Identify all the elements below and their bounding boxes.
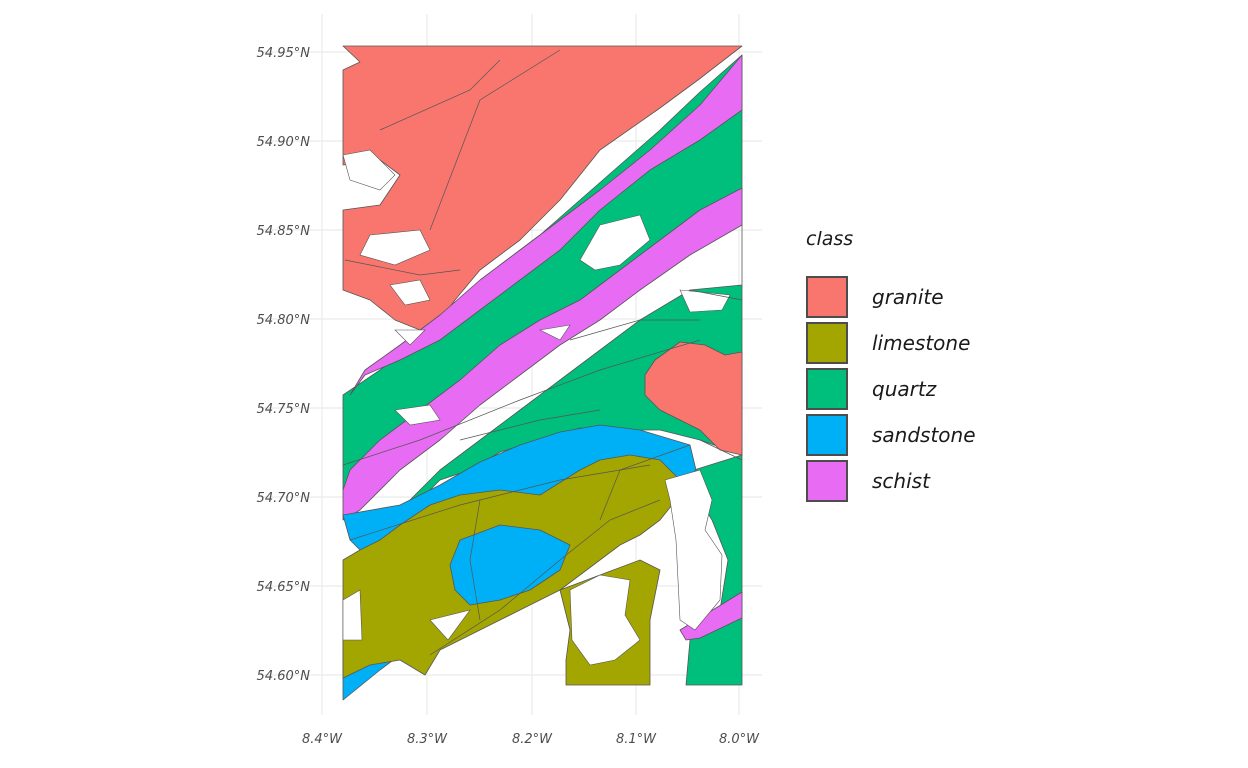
lat-tick: 54.95°N (257, 46, 311, 61)
legend-item-quartz: quartz (806, 366, 976, 412)
lat-tick: 54.80°N (257, 313, 311, 328)
legend-swatch (806, 276, 848, 318)
legend-swatch (806, 414, 848, 456)
legend-swatch (806, 368, 848, 410)
water-bodies (342, 149, 731, 666)
lat-tick: 54.85°N (257, 224, 311, 239)
legend-label: quartz (872, 377, 937, 401)
legend: class granite limestone quartz sandstone sch… (806, 226, 976, 504)
schist-region (342, 187, 743, 521)
schist-region (349, 54, 743, 396)
lat-axis: 54.95°N 54.90°N 54.85°N 54.80°N 54.75°N … (257, 46, 311, 684)
legend-label: sandstone (872, 423, 976, 447)
lat-tick: 54.90°N (257, 135, 311, 150)
lat-tick: 54.60°N (257, 669, 311, 684)
legend-label: schist (872, 469, 930, 493)
legend-item-limestone: limestone (806, 320, 976, 366)
legend-item-granite: granite (806, 274, 976, 320)
lat-tick: 54.75°N (257, 402, 311, 417)
sandstone-region (449, 524, 571, 606)
lat-tick: 54.65°N (257, 580, 311, 595)
lon-tick: 8.2°W (512, 732, 553, 747)
legend-title: class (806, 228, 854, 250)
legend-items: granite limestone quartz sandstone schist (806, 274, 976, 504)
fault-lines (342, 49, 743, 656)
legend-item-schist: schist (806, 458, 976, 504)
legend-label: limestone (872, 331, 971, 355)
legend-item-sandstone: sandstone (806, 412, 976, 458)
legend-swatch (806, 460, 848, 502)
lat-tick: 54.70°N (257, 491, 311, 506)
lon-axis: 8.4°W 8.3°W 8.2°W 8.1°W 8.0°W (302, 732, 760, 747)
granite-region (644, 341, 743, 456)
legend-label: granite (872, 285, 944, 309)
legend-swatch (806, 322, 848, 364)
lon-tick: 8.3°W (407, 732, 448, 747)
lon-tick: 8.1°W (616, 732, 657, 747)
lon-tick: 8.0°W (719, 732, 760, 747)
lon-tick: 8.4°W (302, 732, 343, 747)
